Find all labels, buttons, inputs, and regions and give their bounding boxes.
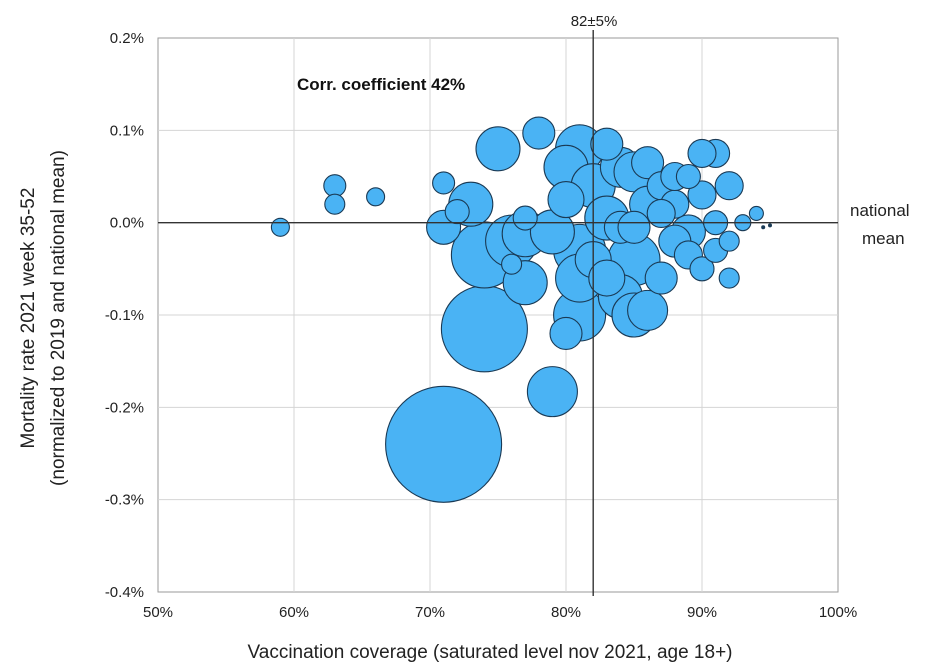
y-tick-label: -0.3%	[105, 492, 144, 509]
x-tick-label: 100%	[819, 604, 857, 621]
bubble	[687, 138, 717, 168]
x-tick-label: 70%	[415, 604, 445, 621]
bubble	[631, 146, 665, 180]
y-axis-title-line1: Mortality rate 2021 week 35-52	[18, 188, 39, 449]
bubble	[549, 316, 583, 351]
bubble	[432, 171, 456, 195]
bubble	[526, 366, 578, 418]
bubble	[590, 127, 624, 161]
bubble	[385, 385, 503, 503]
bubble	[323, 174, 347, 198]
bubble	[714, 171, 744, 201]
bubble	[324, 193, 346, 215]
correlation-annotation: Corr. coefficient 42%	[297, 75, 465, 94]
bubble	[366, 187, 386, 207]
small-dot	[768, 223, 772, 228]
bubble	[270, 217, 290, 237]
y-tick-label: -0.4%	[105, 584, 144, 601]
reference-lines	[158, 30, 838, 596]
bubble	[644, 261, 678, 295]
bubble	[675, 163, 701, 190]
bubble	[718, 230, 740, 252]
y-axis-title-line2: (normalized to 2019 and national mean)	[48, 150, 69, 486]
y-tick-label: 0.1%	[110, 122, 144, 139]
vline-label: 82±5%	[571, 13, 618, 30]
bubble	[588, 259, 626, 297]
bubble	[718, 267, 740, 289]
bubble	[646, 198, 676, 228]
bubble	[501, 253, 523, 275]
x-tick-label: 80%	[551, 604, 581, 621]
bubble	[687, 180, 717, 210]
bubble	[748, 205, 764, 221]
national-mean-label-line1: national	[850, 201, 910, 220]
small-dot	[761, 225, 766, 230]
y-tick-label: 0.0%	[110, 215, 144, 232]
y-tick-label: 0.2%	[110, 30, 144, 47]
y-tick-label: -0.2%	[105, 399, 144, 416]
bubble	[512, 205, 538, 231]
national-mean-label-line2: mean	[862, 229, 905, 248]
bubbles-layer	[270, 116, 772, 503]
x-tick-label: 90%	[687, 604, 717, 621]
x-axis-title: Vaccination coverage (saturated level no…	[248, 642, 733, 663]
bubble	[689, 256, 715, 282]
bubble	[444, 199, 470, 225]
bubble	[475, 126, 521, 172]
bubble	[627, 289, 669, 331]
y-tick-label: -0.1%	[105, 307, 144, 324]
x-tick-label: 50%	[143, 604, 173, 621]
tick-labels: 50% 60% 70% 80% 90% 100% 0.2% 0.1% 0.0% -0.1% -0.2…	[105, 30, 857, 621]
bubble	[547, 181, 585, 219]
bubble	[522, 116, 556, 150]
x-tick-label: 60%	[279, 604, 309, 621]
bubble	[617, 210, 651, 244]
